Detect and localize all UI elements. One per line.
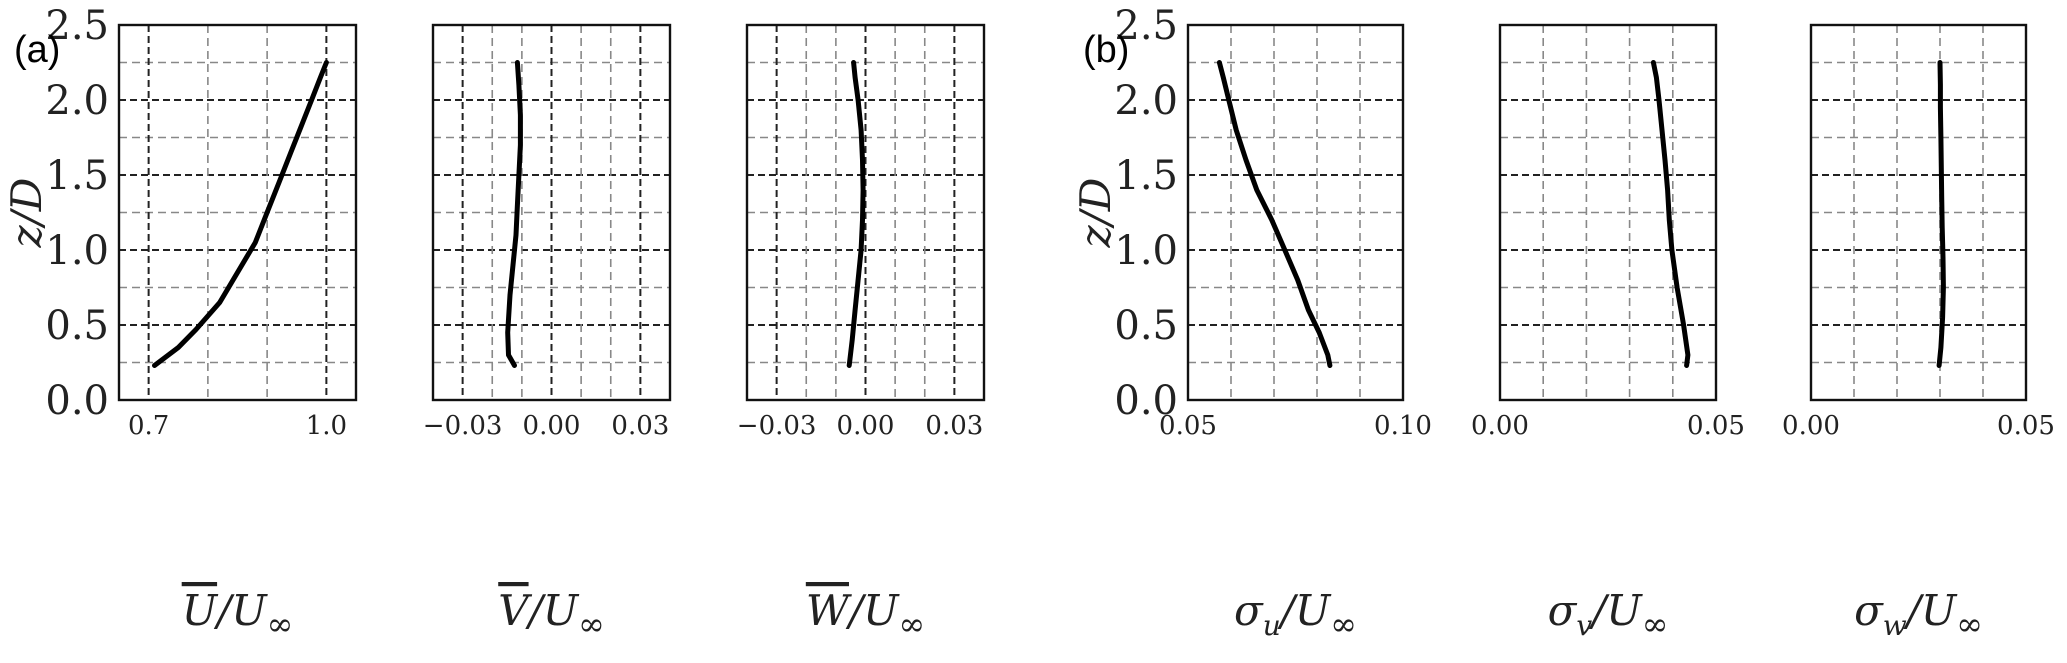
series-line bbox=[1216, 60, 1333, 368]
x-axis-label-denom-sub: ∞ bbox=[1642, 605, 1669, 643]
panel-4: 0.0 0.5 1.0 1.5 2.0 2.5 0.05 0.10 z/D σu/U∞ (b) bbox=[1071, 3, 1432, 643]
y-tick-label: 0.0 bbox=[45, 378, 109, 424]
x-tick-label: 0.03 bbox=[925, 411, 983, 441]
x-axis-label: V/U∞ bbox=[498, 586, 605, 643]
axes-frame bbox=[1809, 23, 2028, 402]
x-axis-label-denom-sub: ∞ bbox=[899, 605, 926, 643]
y-axis-label: z/D bbox=[1071, 178, 1120, 249]
axes-frame bbox=[431, 23, 672, 402]
series-line bbox=[505, 60, 523, 368]
x-axis-label-denom: /U bbox=[1903, 586, 1958, 635]
x-axis-label-denom: /U bbox=[845, 586, 900, 635]
x-axis-label: W/U∞ bbox=[806, 586, 925, 643]
x-tick-label: 0.05 bbox=[1687, 411, 1745, 441]
y-tick-label: 1.5 bbox=[1114, 153, 1178, 199]
x-axis-label-main: σ bbox=[1234, 586, 1264, 635]
x-axis-label-denom: /U bbox=[1277, 586, 1332, 635]
x-axis-label-sub: v bbox=[1576, 609, 1592, 642]
series-line bbox=[152, 60, 329, 368]
y-tick-label: 2.0 bbox=[1114, 78, 1178, 124]
axes-frame bbox=[745, 23, 986, 402]
y-tick-label: 1.0 bbox=[45, 228, 109, 274]
panel-3: −0.03 0.00 0.03 W/U∞ bbox=[737, 23, 986, 643]
x-axis-label-main: U bbox=[182, 586, 219, 635]
x-axis-label: σv/U∞ bbox=[1548, 586, 1669, 643]
y-axis-label: z/D bbox=[2, 178, 51, 249]
x-tick-label: 0.03 bbox=[611, 411, 669, 441]
axes-frame bbox=[1186, 23, 1405, 402]
x-tick-label: 0.00 bbox=[1471, 411, 1529, 441]
y-tick-label: 2.5 bbox=[45, 3, 109, 49]
panel-1: 0.00.51.01.52.02.50.7 1.0z/DU/U∞(a) bbox=[2, 3, 358, 643]
panel-label: (a) bbox=[14, 29, 60, 71]
x-tick-label: 0.10 bbox=[1374, 411, 1432, 441]
x-tick-label: 0.7 bbox=[128, 411, 169, 441]
x-axis-label: U/U∞ bbox=[182, 586, 294, 643]
x-axis-label-main: σ bbox=[1854, 586, 1884, 635]
panel-2: −0.03 0.00 0.03 V/U∞ bbox=[423, 23, 672, 643]
axes-frame bbox=[117, 23, 358, 402]
series-line bbox=[1650, 60, 1691, 368]
x-tick-label: 1.0 bbox=[306, 411, 347, 441]
panel-label: (b) bbox=[1083, 29, 1129, 71]
x-axis-label-main: σ bbox=[1548, 586, 1578, 635]
x-axis-label-denom-sub: ∞ bbox=[267, 605, 294, 643]
series-line bbox=[1936, 60, 1946, 368]
y-tick-label: 2.5 bbox=[1114, 3, 1178, 49]
x-tick-label: −0.03 bbox=[423, 411, 503, 441]
y-tick-label: 2.0 bbox=[45, 78, 109, 124]
x-tick-label: 0.00 bbox=[1782, 411, 1840, 441]
x-tick-label: 0.00 bbox=[837, 411, 895, 441]
y-tick-label: 0.5 bbox=[45, 303, 109, 349]
x-axis-label-sub: w bbox=[1883, 609, 1907, 642]
x-axis-label-main: W bbox=[806, 586, 853, 635]
x-axis-label: σu/U∞ bbox=[1234, 586, 1357, 643]
y-tick-label: 0.0 bbox=[1114, 378, 1178, 424]
y-tick-label: 1.0 bbox=[1114, 228, 1178, 274]
x-axis-label-denom-sub: ∞ bbox=[1956, 605, 1983, 643]
panel-5: 0.00 0.05 σv/U∞ bbox=[1471, 23, 1745, 643]
x-axis-label-denom-sub: ∞ bbox=[578, 605, 605, 643]
x-axis-label-main: V bbox=[498, 586, 532, 635]
series-line bbox=[846, 60, 866, 368]
x-axis-label-denom: /U bbox=[1588, 586, 1643, 635]
x-axis-label: σw/U∞ bbox=[1854, 586, 1983, 643]
y-tick-label: 0.5 bbox=[1114, 303, 1178, 349]
x-tick-label: −0.03 bbox=[737, 411, 817, 441]
x-tick-label: 0.05 bbox=[1159, 411, 1217, 441]
panel-6: 0.00 0.05 σw/U∞ bbox=[1782, 23, 2055, 643]
x-tick-label: 0.05 bbox=[1997, 411, 2055, 441]
x-axis-label-denom: /U bbox=[525, 586, 580, 635]
x-axis-label-denom: /U bbox=[213, 586, 268, 635]
x-axis-label-denom-sub: ∞ bbox=[1330, 605, 1357, 643]
axes-frame bbox=[1498, 23, 1718, 402]
x-axis-label-sub: u bbox=[1263, 609, 1281, 642]
x-tick-label: 0.00 bbox=[523, 411, 581, 441]
y-tick-label: 1.5 bbox=[45, 153, 109, 199]
